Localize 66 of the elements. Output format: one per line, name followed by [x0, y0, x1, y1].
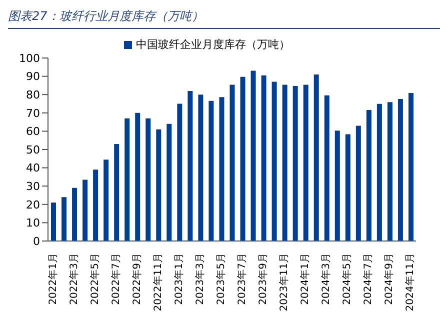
x-tick-label: 2022年1月: [46, 253, 59, 305]
bar: [334, 130, 340, 241]
bar: [303, 84, 308, 241]
bar: [198, 94, 204, 241]
x-tick-label: 2023年3月: [194, 253, 206, 305]
x-tick-label: 2022年9月: [130, 253, 143, 305]
bar: [114, 144, 120, 241]
bar: [219, 97, 224, 241]
bar: [156, 129, 162, 241]
bar: [208, 100, 214, 241]
x-tick-label: 2022年3月: [68, 253, 80, 305]
bar: [104, 160, 109, 241]
bar: [345, 134, 350, 241]
x-tick-label: 2023年5月: [214, 253, 227, 305]
x-tick-label: 2023年1月: [172, 253, 185, 305]
bar: [272, 82, 277, 241]
x-tick-label: 2024年11月: [404, 253, 416, 312]
bar: [230, 84, 235, 241]
x-tick-label: 2024年9月: [383, 253, 396, 305]
x-tick-label: 2024年3月: [320, 253, 332, 305]
bar: [282, 84, 288, 241]
bar: [93, 170, 98, 241]
bar: [240, 76, 246, 241]
x-tick-label: 2024年5月: [341, 253, 354, 305]
x-tick-label: 2023年9月: [257, 253, 270, 305]
bar: [124, 118, 130, 241]
bar: [261, 75, 266, 241]
y-tick-label: 50: [26, 143, 40, 156]
y-tick-label: 10: [26, 216, 40, 230]
bar: [314, 74, 319, 241]
bar: [387, 102, 392, 241]
y-tick-label: 100: [19, 52, 40, 65]
bar: [366, 110, 372, 241]
chart-title: 图表27：玻纤行业月度库存（万吨）: [8, 8, 440, 29]
bar: [250, 70, 256, 241]
x-tick-label: 2024年7月: [362, 253, 374, 305]
bar: [188, 90, 193, 241]
x-tick-label: 2024年1月: [299, 253, 312, 305]
bar: [72, 188, 78, 241]
bar: [292, 86, 298, 241]
y-tick-label: 60: [26, 125, 40, 138]
bar: [135, 112, 140, 241]
y-tick-label: 30: [26, 180, 40, 194]
y-tick-label: 0: [33, 234, 40, 248]
x-tick-label: 2023年11月: [278, 253, 290, 312]
bar: [376, 104, 382, 241]
x-tick-label: 2023年7月: [236, 253, 248, 305]
bar: [408, 92, 414, 241]
legend-label: 中国玻纤企业月度库存（万吨）: [136, 38, 290, 51]
bar: [398, 98, 403, 241]
x-tick-label: 2022年11月: [152, 253, 164, 312]
bar: [82, 180, 88, 241]
y-tick-label: 70: [26, 106, 40, 120]
y-tick-label: 40: [26, 162, 40, 175]
y-tick-label: 90: [26, 70, 40, 84]
y-tick-label: 80: [26, 88, 40, 102]
x-tick-label: 2022年5月: [88, 253, 101, 305]
bar: [62, 197, 67, 241]
y-tick-label: 20: [26, 198, 40, 212]
bar: [324, 95, 330, 241]
bar: [356, 126, 361, 241]
bar: [177, 104, 182, 241]
bar: [51, 202, 56, 241]
x-tick-label: 2022年7月: [110, 253, 122, 305]
bar: [166, 124, 172, 241]
bar: [146, 118, 151, 241]
